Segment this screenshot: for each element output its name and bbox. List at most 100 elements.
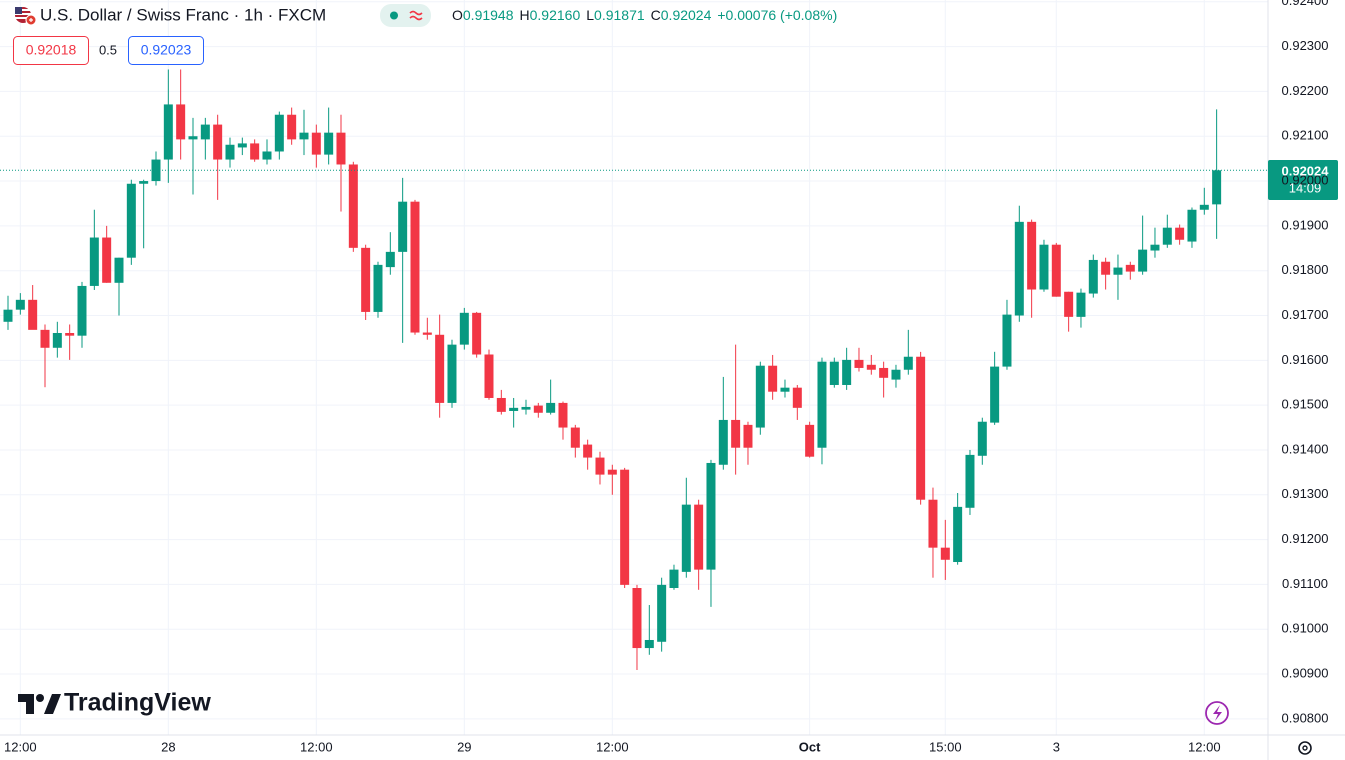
candle-body [953,506,963,563]
ohlc-key: C [651,7,661,23]
candle-body [977,421,987,456]
ohlc-legend: O0.91948 H0.92160 L0.91871 C0.92024 +0.00076… [452,7,837,23]
candle-body [1002,314,1012,367]
buy-button[interactable]: 0.92023 [128,36,204,65]
candle-body [1088,259,1098,294]
y-tick-label: 0.92000 [1282,172,1329,187]
candle-body [681,504,691,572]
buy-price: 0.92023 [141,42,192,58]
candle-body [1212,170,1222,205]
x-tick-label: 15:00 [929,739,962,754]
candle-body [546,402,556,413]
x-tick-label: 12:00 [4,739,37,754]
candle-body [459,312,469,345]
candle-body [299,132,309,140]
candle-body [583,444,593,458]
y-tick-label: 0.91500 [1282,397,1329,412]
candle-body [176,104,186,140]
y-tick-label: 0.91200 [1282,531,1329,546]
candle-body [718,419,728,465]
y-tick-label: 0.92300 [1282,38,1329,53]
last-price-label: 0.92024 [1282,163,1330,178]
candle-body [755,365,765,428]
candle-body [398,201,408,252]
candle-body [903,356,913,370]
candle-body [410,201,420,333]
status-toggle[interactable] [380,4,431,27]
candle-body [780,387,790,392]
ohlc-key: L [586,7,594,23]
candle-body [15,299,25,310]
candle-body [1101,261,1111,275]
candle-body [928,499,938,548]
candle-body [65,332,75,336]
candle-body [422,332,432,335]
candle-body [77,285,87,336]
candle-body [965,454,975,508]
candle-body [570,427,580,448]
candle-body [990,366,1000,423]
candle-body [89,237,99,286]
candle-body [743,424,753,448]
candle-body [102,237,112,283]
candle-body [829,361,839,385]
candle-body [879,367,889,378]
candle-body [792,387,802,408]
candle-body [1064,291,1074,317]
candle-body [151,159,161,182]
candle-body [385,251,395,268]
y-tick-label: 0.91900 [1282,217,1329,232]
candle-body [805,424,815,457]
candle-body [1014,221,1024,316]
candle-body [1162,227,1172,245]
spread: 0.5 [99,42,117,57]
candle-body [274,114,284,152]
candle-body [632,588,642,649]
candle-body [940,547,950,560]
candle-body [595,457,605,475]
ohlc-value: 0.92024 [661,7,712,23]
candle-body [1051,244,1061,297]
candle-body [496,397,506,412]
candle-body [311,132,321,155]
x-tick-label: 12:00 [300,739,333,754]
candle-body [1027,221,1037,290]
logo-text: TradingView [64,689,211,717]
ohlc-key: O [452,7,463,23]
y-tick-label: 0.90900 [1282,665,1329,680]
candle-body [188,136,198,140]
candle-body [324,132,334,155]
candle-body [262,151,272,160]
candle-body [916,356,926,500]
countdown: 14:09 [1289,180,1322,195]
candle-body [1125,264,1135,272]
candle-body [225,144,235,160]
candle-body [472,312,482,355]
candle-body [348,164,358,248]
x-tick-label: 3 [1053,739,1060,754]
candle-body [509,407,519,411]
x-tick-label: Oct [799,739,821,754]
candle-body [842,359,852,385]
plot [0,69,1268,671]
settings-icon[interactable] [1298,741,1312,755]
candle-body [139,181,149,184]
y-tick-label: 0.91400 [1282,441,1329,456]
y-tick-label: 0.92200 [1282,83,1329,98]
lightning-icon[interactable] [1205,701,1229,725]
candle-body [1039,244,1049,290]
y-tick-label: 0.91600 [1282,352,1329,367]
candle-body [1187,209,1197,242]
candle-body [250,143,260,160]
candle-body [3,309,13,322]
candle-body [1150,244,1160,251]
ohlc-key: H [520,7,530,23]
ohlc-change: +0.00076 (+0.08%) [717,7,837,23]
y-tick-label: 0.91800 [1282,262,1329,277]
ohlc-value: 0.91871 [594,7,645,23]
candle-body [336,132,346,165]
sell-button[interactable]: 0.92018 [13,36,89,65]
candle-body [1138,249,1148,272]
x-tick-label: 12:00 [596,739,629,754]
x-tick-label: 29 [457,739,471,754]
